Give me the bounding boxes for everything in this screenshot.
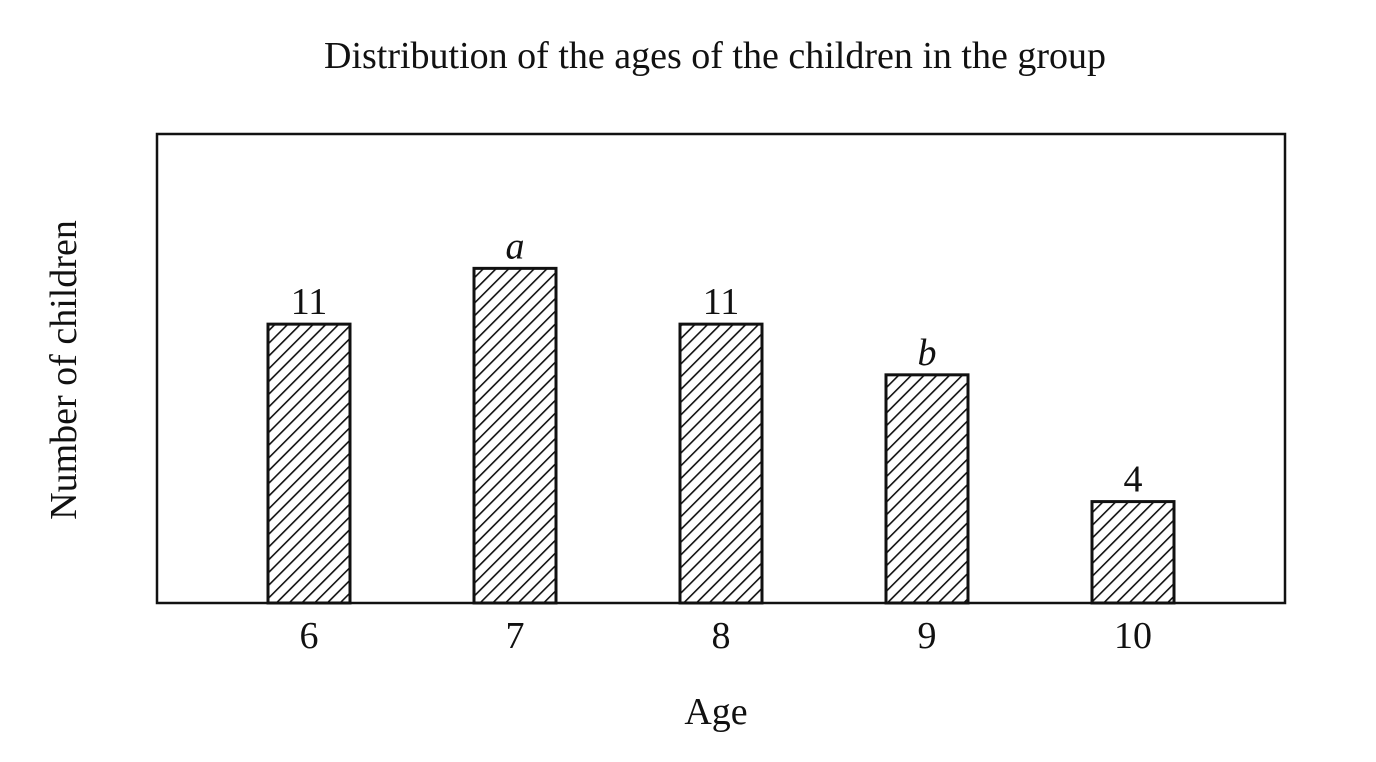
chart-title: Distribution of the ages of the children… (324, 35, 1106, 77)
bar-age-8 (678, 322, 764, 605)
data-label-age-9: b (918, 332, 937, 374)
bar-labels-layer: 11 a 11 b 4 (291, 225, 1143, 500)
data-label-age-10: 4 (1124, 459, 1143, 501)
bar-age-6 (266, 322, 352, 605)
x-tick-label-8: 8 (712, 615, 731, 657)
x-tick-label-9: 9 (918, 615, 937, 657)
x-tick-label-7: 7 (506, 615, 525, 657)
bar-age-10 (1090, 500, 1176, 605)
bar-age-7 (472, 266, 558, 605)
bars-layer (266, 266, 1176, 605)
x-axis-label: Age (684, 691, 747, 733)
x-tick-label-10: 10 (1114, 615, 1152, 657)
data-label-age-6: 11 (291, 281, 328, 323)
bar-age-9 (884, 373, 970, 605)
x-tick-label-6: 6 (300, 615, 319, 657)
data-label-age-7: a (506, 225, 525, 267)
data-label-age-8: 11 (703, 281, 740, 323)
y-axis-label: Number of children (43, 220, 85, 520)
x-tick-labels: 6 7 8 9 10 (300, 615, 1153, 657)
